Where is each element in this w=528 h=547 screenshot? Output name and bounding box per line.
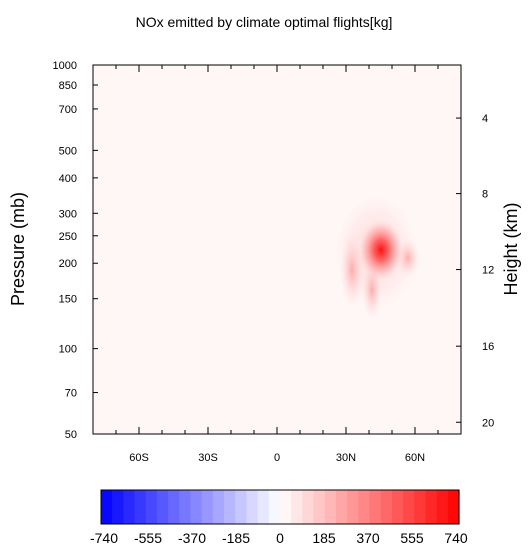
colorbar-segment	[347, 490, 359, 524]
colorbar-segment	[235, 490, 248, 524]
plume-left-lobe	[340, 232, 364, 308]
pressure-tick-label: 400	[59, 173, 77, 185]
height-tick-label: 12	[482, 265, 494, 277]
colorbar-segment	[291, 490, 303, 524]
colorbar-segment	[101, 490, 113, 524]
colorbar-segment	[145, 490, 158, 524]
colorbar-segment	[380, 490, 393, 524]
pressure-tick-label: 70	[65, 388, 77, 400]
latitude-tick-label: 30N	[336, 452, 356, 464]
pressure-tick-label: 850	[59, 80, 77, 92]
colorbar-label: -370	[178, 530, 206, 546]
plume-core	[359, 220, 403, 280]
colorbar-segment	[190, 490, 203, 524]
colorbar-label: -740	[90, 530, 118, 546]
colorbar-segment	[313, 490, 326, 524]
pressure-tick-label: 300	[59, 208, 77, 220]
latitude-tick-label: 0	[274, 452, 280, 464]
colorbar-segment	[123, 490, 136, 524]
colorbar-segment	[112, 490, 124, 524]
colorbar-segment	[156, 490, 169, 524]
colorbar-segment	[302, 490, 315, 524]
height-tick-label: 8	[482, 189, 488, 201]
colorbar-segment	[436, 490, 449, 524]
colorbar-label: 370	[356, 530, 380, 546]
plot-area	[92, 64, 462, 435]
pressure-tick-label: 250	[59, 231, 77, 243]
colorbar-label: 185	[312, 530, 336, 546]
colorbar-label: -185	[222, 530, 250, 546]
colorbar-segment	[403, 490, 415, 524]
colorbar-segment	[268, 490, 281, 524]
colorbar-label: -555	[134, 530, 162, 546]
pressure-axis: 50 70 100 150 200 250 300 400 500 700 850 1000	[53, 60, 98, 441]
colorbar-segment	[224, 490, 236, 524]
y-axis-label: Pressure (mb)	[8, 192, 28, 306]
colorbar-segment	[391, 490, 404, 524]
pressure-tick-label: 100	[59, 344, 77, 356]
latitude-tick-label: 30S	[198, 452, 218, 464]
height-tick-label: 4	[482, 113, 488, 125]
colorbar-segment	[335, 490, 348, 524]
pressure-tick-label: 50	[65, 429, 77, 441]
colorbar-segment	[134, 490, 147, 524]
colorbar-frame	[100, 489, 460, 525]
latitude-axis: 60S 30S 0 30N 60N	[115, 65, 439, 464]
colorbar-segment	[414, 490, 427, 524]
colorbar-segment	[447, 490, 460, 524]
emission-plume	[334, 194, 420, 320]
colorbar-segment	[201, 490, 214, 524]
colorbar-segment	[280, 490, 292, 524]
colorbar-label: 555	[400, 530, 424, 546]
colorbar: -740 -555 -370 -185 0 185 370 555 740	[90, 489, 468, 546]
height-tick-label: 20	[482, 417, 494, 429]
colorbar-segment	[168, 490, 180, 524]
pressure-tick-label: 150	[59, 294, 77, 306]
chart-title: NOx emitted by climate optimal flights[k…	[136, 14, 393, 30]
y2-axis-label: Height (km)	[501, 202, 521, 295]
latitude-tick-label: 60N	[405, 452, 425, 464]
colorbar-segment	[212, 490, 225, 524]
colorbar-segment	[246, 490, 259, 524]
colorbar-segment	[257, 490, 270, 524]
colorbar-segment	[324, 490, 337, 524]
colorbar-segment	[358, 490, 371, 524]
pressure-tick-label: 700	[59, 104, 77, 116]
colorbar-segment	[179, 490, 192, 524]
pressure-tick-label: 500	[59, 145, 77, 157]
colorbar-segment	[369, 490, 382, 524]
height-tick-label: 16	[482, 341, 494, 353]
colorbar-label: 740	[444, 530, 468, 546]
colorbar-label: 0	[276, 530, 284, 546]
colorbar-segment	[425, 490, 438, 524]
pressure-tick-label: 1000	[53, 60, 77, 72]
latitude-tick-label: 60S	[129, 452, 149, 464]
height-axis: 20 16 12 8 4	[456, 113, 494, 429]
pressure-tick-label: 200	[59, 258, 77, 270]
